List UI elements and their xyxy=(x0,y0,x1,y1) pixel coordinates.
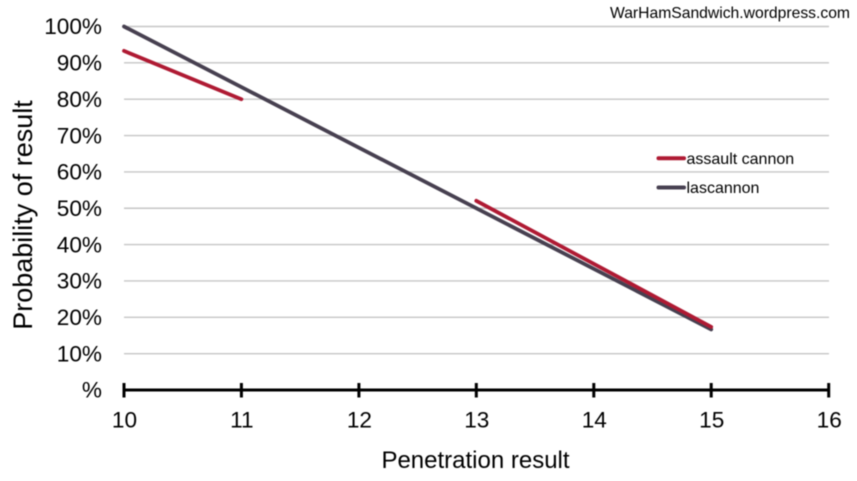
svg-text:10: 10 xyxy=(112,407,137,432)
svg-text:60%: 60% xyxy=(57,160,102,185)
svg-text:16: 16 xyxy=(817,407,842,432)
svg-text:40%: 40% xyxy=(57,232,102,257)
svg-text:90%: 90% xyxy=(57,51,102,76)
svg-text:100%: 100% xyxy=(44,14,102,39)
svg-text:50%: 50% xyxy=(57,196,102,221)
svg-text:15: 15 xyxy=(699,407,724,432)
svg-text:10%: 10% xyxy=(57,341,102,366)
svg-text:%: % xyxy=(82,378,102,403)
svg-text:WarHamSandwich.wordpress.com: WarHamSandwich.wordpress.com xyxy=(610,5,850,22)
svg-text:30%: 30% xyxy=(57,269,102,294)
svg-text:70%: 70% xyxy=(57,123,102,148)
svg-text:80%: 80% xyxy=(57,87,102,112)
svg-text:13: 13 xyxy=(464,407,489,432)
svg-text:14: 14 xyxy=(582,407,607,432)
svg-text:20%: 20% xyxy=(57,305,102,330)
svg-text:12: 12 xyxy=(347,407,372,432)
svg-text:assault cannon: assault cannon xyxy=(687,151,795,168)
svg-text:lascannon: lascannon xyxy=(687,180,760,197)
svg-text:Penetration result: Penetration result xyxy=(381,447,569,474)
svg-text:11: 11 xyxy=(230,407,253,432)
svg-text:Probability of result: Probability of result xyxy=(8,100,38,330)
